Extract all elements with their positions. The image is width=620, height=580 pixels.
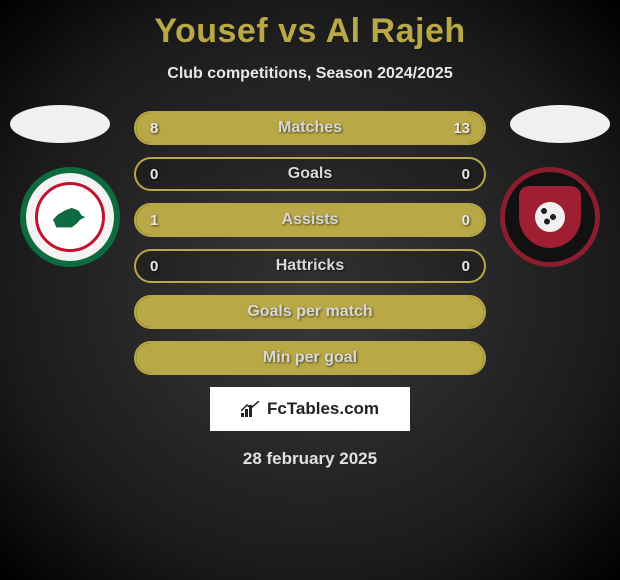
club-badge-right-shield (519, 186, 581, 248)
club-badge-right (500, 167, 600, 267)
stat-row: 0Goals0 (134, 157, 486, 191)
page-title: Yousef vs Al Rajeh (0, 0, 620, 51)
subtitle: Club competitions, Season 2024/2025 (0, 65, 620, 83)
date-label: 28 february 2025 (0, 449, 620, 469)
horse-icon (53, 204, 87, 230)
club-badge-left-inner (35, 182, 105, 252)
stat-row: Goals per match (134, 295, 486, 329)
stat-value-right: 13 (439, 120, 484, 137)
stat-label: Goals per match (136, 303, 484, 321)
stat-label: Assists (136, 211, 484, 229)
flag-right (510, 105, 610, 143)
stat-label: Goals (136, 165, 484, 183)
comparison-panel: 8Matches130Goals01Assists00Hattricks0Goa… (0, 111, 620, 469)
ball-icon (535, 202, 565, 232)
brand-badge[interactable]: FcTables.com (210, 387, 410, 431)
brand-logo-icon (241, 401, 261, 417)
stat-value-right: 0 (448, 166, 484, 183)
brand-text: FcTables.com (267, 399, 379, 419)
flag-left (10, 105, 110, 143)
stat-label: Min per goal (136, 349, 484, 367)
stat-row: Min per goal (134, 341, 486, 375)
stat-label: Hattricks (136, 257, 484, 275)
club-badge-left (20, 167, 120, 267)
stat-row: 8Matches13 (134, 111, 486, 145)
stat-row: 0Hattricks0 (134, 249, 486, 283)
stat-value-right: 0 (448, 212, 484, 229)
stat-row: 1Assists0 (134, 203, 486, 237)
stat-label: Matches (136, 119, 484, 137)
stats-container: 8Matches130Goals01Assists00Hattricks0Goa… (134, 111, 486, 375)
stat-value-right: 0 (448, 258, 484, 275)
